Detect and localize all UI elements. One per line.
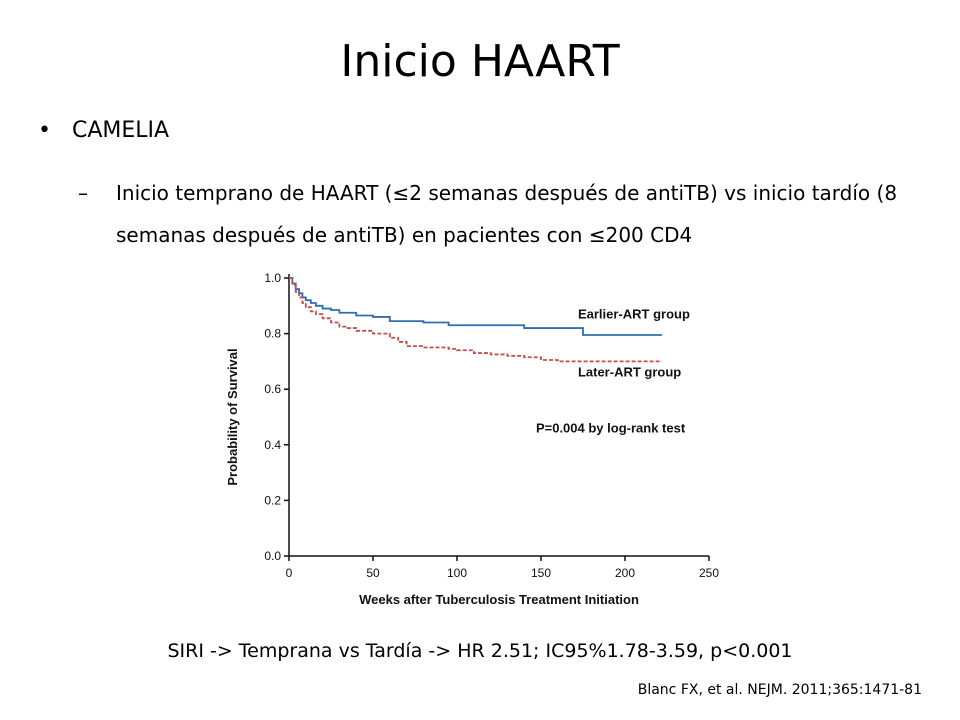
p-value-annotation: P=0.004 by log-rank test — [536, 420, 686, 435]
citation: Blanc FX, et al. NEJM. 2011;365:1471-81 — [637, 682, 922, 698]
x-axis-title: Weeks after Tuberculosis Treatment Initi… — [359, 592, 639, 607]
x-tick-label: 0 — [286, 566, 293, 580]
later-art-label: Later-ART group — [578, 365, 681, 380]
earlier-art-label: Earlier-ART group — [578, 306, 690, 321]
y-tick-label: 0.2 — [264, 493, 281, 507]
bullet-dot: • — [38, 118, 51, 143]
y-tick-label: 0.4 — [264, 438, 281, 452]
later-art-series-line — [289, 277, 662, 363]
y-tick-label: 0.6 — [264, 382, 281, 396]
slide-title: Inicio HAART — [340, 36, 620, 87]
x-tick-label: 250 — [699, 566, 719, 580]
earlier-art-series-line — [289, 277, 662, 336]
sub-bullet-text: Inicio temprano de HAART (≤2 semanas des… — [116, 181, 898, 247]
x-tick-label: 50 — [366, 566, 380, 580]
y-tick-label: 0.8 — [264, 327, 281, 341]
survival-chart: 0.0 0.2 0.4 0.6 0.8 1.0 0 50 100 150 200 250 Weeks a… — [225, 271, 719, 607]
x-tick-label: 200 — [615, 566, 635, 580]
sub-bullet-dash: – — [78, 181, 88, 205]
y-tick-label: 0.0 — [264, 549, 281, 563]
y-tick-label: 1.0 — [264, 271, 281, 285]
hazard-ratio-note: SIRI -> Temprana vs Tardía -> HR 2.51; I… — [167, 640, 793, 662]
x-tick-label: 150 — [531, 566, 551, 580]
y-axis-title: Probability of Survival — [225, 348, 240, 485]
bullet-text: CAMELIA — [72, 118, 170, 143]
x-tick-label: 100 — [447, 566, 467, 580]
